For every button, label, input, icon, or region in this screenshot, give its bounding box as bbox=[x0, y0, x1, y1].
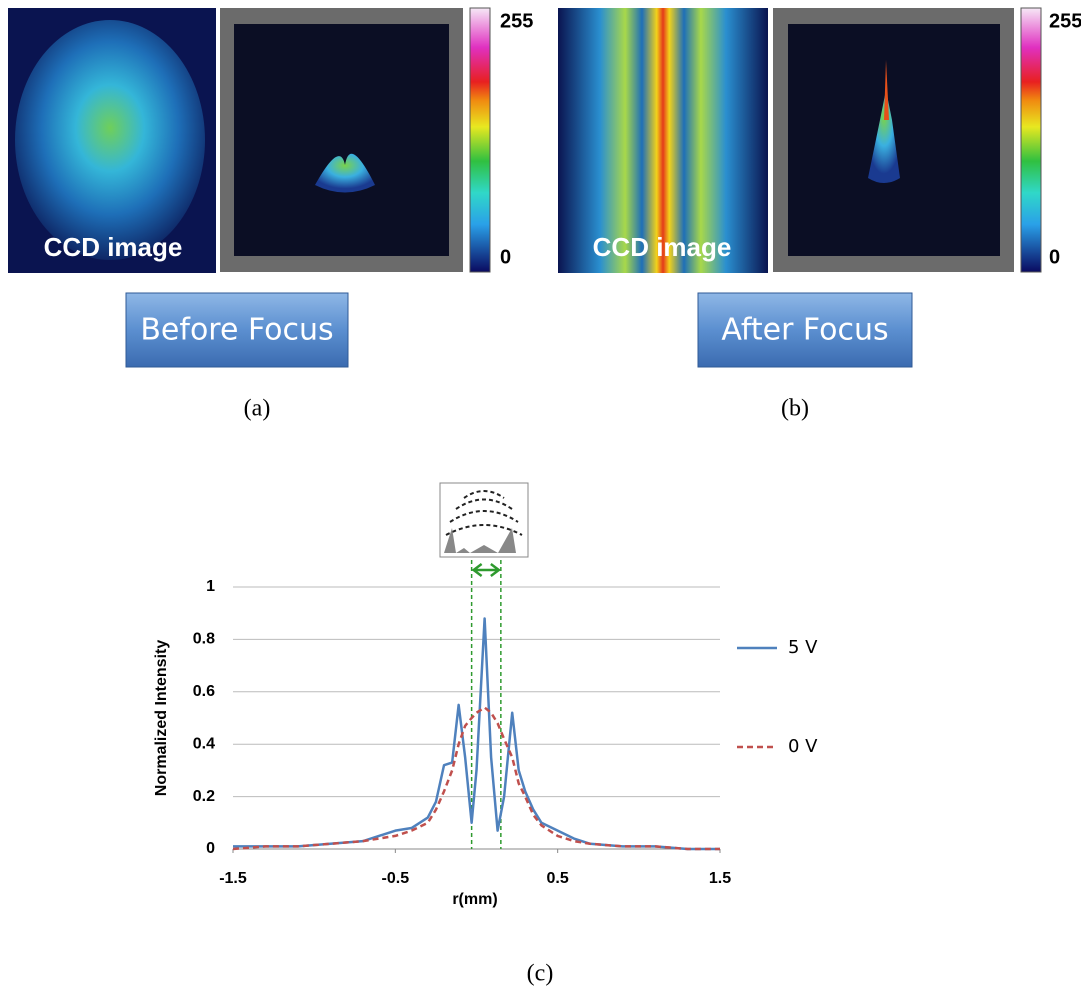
caption: (c) bbox=[527, 961, 554, 987]
icon-waves bbox=[445, 490, 523, 536]
y-tick-label: 1 bbox=[206, 578, 215, 595]
y-tick-label: 0.8 bbox=[193, 631, 215, 648]
colorbar-max: 255 bbox=[1049, 10, 1081, 32]
peak bbox=[315, 153, 375, 193]
inset-icon bbox=[439, 482, 529, 558]
series-line bbox=[233, 617, 720, 851]
plot-3d bbox=[234, 24, 449, 256]
label-text: After Focus bbox=[721, 313, 888, 348]
colorbar bbox=[1020, 7, 1042, 273]
label-text: Before Focus bbox=[140, 313, 333, 348]
legend-label: 0 V bbox=[788, 736, 818, 757]
x-tick-label: -1.5 bbox=[219, 870, 247, 887]
x-tick-label: 0.5 bbox=[547, 870, 569, 887]
label-box bbox=[697, 292, 913, 368]
y-axis-label: Normalized Intensity bbox=[153, 640, 170, 797]
peak bbox=[868, 90, 900, 183]
panel-a: CCD image 255 0 Before Focus (a) bbox=[8, 7, 533, 422]
y-tick-label: 0.6 bbox=[193, 683, 215, 700]
label-box bbox=[125, 292, 349, 368]
panel-b: CCD image 255 0 After Focus (b) bbox=[558, 7, 1081, 422]
colorbar bbox=[469, 7, 491, 273]
icon-lens bbox=[444, 528, 524, 553]
ccd-image bbox=[558, 8, 768, 273]
peak-tip bbox=[884, 60, 889, 120]
ccd-spot bbox=[15, 20, 205, 260]
legend-label: 5 V bbox=[788, 637, 818, 658]
caption: (b) bbox=[781, 396, 809, 422]
caption: (a) bbox=[244, 396, 271, 422]
y-tick-label: 0.4 bbox=[193, 735, 215, 752]
ccd-label: CCD image bbox=[44, 232, 183, 262]
x-tick-label: 1.5 bbox=[709, 870, 731, 887]
colorbar-min: 0 bbox=[500, 246, 511, 268]
colorbar-min: 0 bbox=[1049, 246, 1060, 268]
focus-arrow bbox=[471, 563, 501, 577]
y-tick-label: 0 bbox=[206, 840, 215, 857]
ccd-label: CCD image bbox=[593, 232, 732, 262]
x-tick-label: -0.5 bbox=[382, 870, 410, 887]
x-axis-label: r(mm) bbox=[452, 891, 497, 908]
colorbar-max: 255 bbox=[500, 10, 533, 32]
series-line bbox=[232, 706, 720, 851]
y-tick-label: 0.2 bbox=[193, 788, 215, 805]
chart: r(mm) Normalized Intensity (c) 0 0.2 0.4 0.… bbox=[153, 560, 818, 987]
